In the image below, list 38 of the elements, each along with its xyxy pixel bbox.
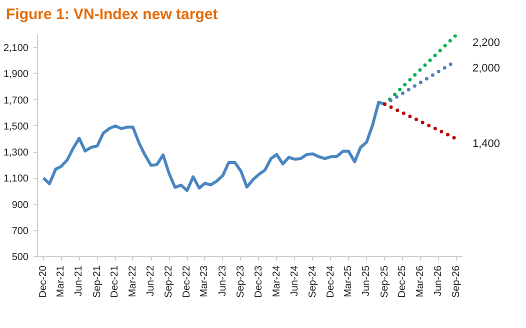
x-tick-label: Dec-21 xyxy=(110,265,121,298)
x-tick-label: Jun-24 xyxy=(289,265,300,296)
x-tick-label: Jun-25 xyxy=(361,265,372,296)
x-tick-label: Jun-21 xyxy=(74,265,85,296)
x-tick-label: Mar-21 xyxy=(56,265,67,298)
x-tick-label: Sep-26 xyxy=(451,265,462,298)
x-tick-label: Mar-25 xyxy=(343,265,354,298)
x-tick-label: Jun-22 xyxy=(146,265,157,296)
x-tick-label: Dec-22 xyxy=(182,265,193,298)
y-tick-label: 500 xyxy=(12,252,29,263)
x-tick-label: Dec-23 xyxy=(253,265,264,298)
y-tick-label: 2,100 xyxy=(3,43,29,54)
x-tick-label: Mar-24 xyxy=(271,265,282,298)
y-tick-label: 1,700 xyxy=(3,95,29,106)
x-tick-label: Jun-26 xyxy=(432,265,444,296)
x-tick-label: Sep-25 xyxy=(379,265,390,298)
x-tick-label: Mar-26 xyxy=(414,265,426,298)
y-tick-label: 900 xyxy=(12,200,29,211)
x-tick-label: Sep-22 xyxy=(164,265,175,298)
line-series xyxy=(42,100,386,192)
y-tick-label: 1,300 xyxy=(3,148,29,159)
x-tick-label: Sep-24 xyxy=(307,265,318,298)
y-tick-label: 700 xyxy=(12,226,29,237)
x-tick-label: Mar-23 xyxy=(199,265,210,298)
x-tick-label: Sep-23 xyxy=(235,265,246,298)
x-tick-label: Sep-21 xyxy=(92,265,103,298)
annotation: 2,200 xyxy=(472,37,500,50)
x-tick-label: Dec-20 xyxy=(38,265,49,298)
chart-title: Figure 1: VN-Index new target xyxy=(6,5,218,25)
annotation: 1,400 xyxy=(472,138,500,150)
y-tick-label: 1,500 xyxy=(3,121,29,132)
x-tick-label: Jun-23 xyxy=(217,265,228,296)
y-tick-label: 1,100 xyxy=(3,174,29,185)
y-tick-label: 1,900 xyxy=(3,69,29,80)
x-tick-label: Dec-25 xyxy=(397,265,408,298)
annotation: 2,000 xyxy=(472,62,500,74)
x-tick-label: Dec-24 xyxy=(325,265,336,298)
x-tick-label: Mar-22 xyxy=(127,265,138,298)
